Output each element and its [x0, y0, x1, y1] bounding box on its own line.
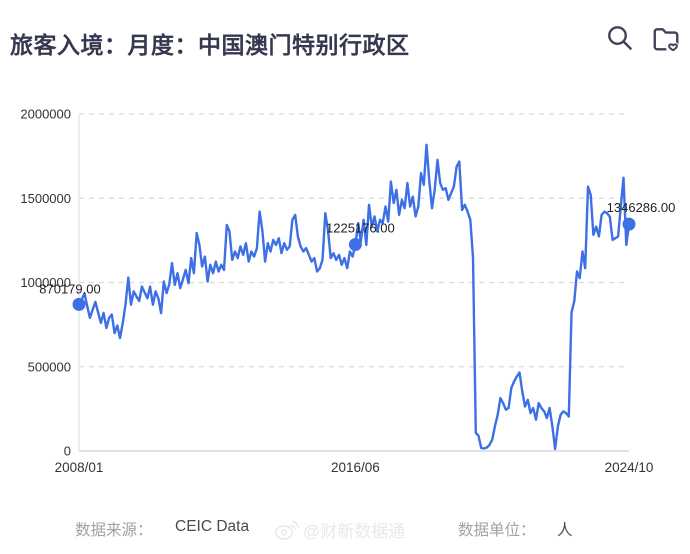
data-point-dot[interactable] [622, 217, 636, 231]
data-point-label: 870179.00 [39, 281, 100, 296]
data-source-value: CEIC Data [175, 518, 250, 535]
footer: 数据来源： CEIC Data @财新数据通 数据单位： 人 [0, 508, 690, 548]
y-axis-label: 0 [64, 444, 71, 459]
data-unit-label: 数据单位： [458, 522, 536, 539]
favorites-folder-button[interactable] [651, 23, 681, 56]
y-axis-label: 1000000 [20, 275, 71, 290]
y-axis-label: 1500000 [20, 191, 71, 206]
data-point-dot[interactable] [72, 297, 86, 311]
data-source-label: 数据来源： [75, 522, 153, 539]
header: 旅客入境：月度：中国澳门特别行政区 [0, 0, 690, 70]
y-axis-label: 500000 [28, 359, 71, 374]
search-button[interactable] [605, 23, 635, 53]
y-axis-label: 2000000 [20, 107, 71, 122]
page-title: 旅客入境：月度：中国澳门特别行政区 [10, 32, 410, 58]
data-point-label: 1225176.00 [326, 221, 395, 236]
weibo-icon [275, 520, 300, 540]
series-line [77, 143, 631, 451]
x-axis-label: 2008/01 [55, 460, 104, 475]
data-point-label: 1346286.00 [607, 200, 676, 215]
data-point-dot[interactable] [348, 238, 362, 252]
data-unit-value: 人 [557, 522, 573, 539]
watermark: @财新数据通 [274, 517, 405, 542]
search-icon [608, 26, 632, 50]
x-axis-label: 2024/10 [605, 460, 654, 475]
watermark-text: @财新数据通 [303, 522, 406, 541]
x-axis-label: 2016/06 [331, 460, 380, 475]
folder-heart-icon [653, 28, 680, 56]
